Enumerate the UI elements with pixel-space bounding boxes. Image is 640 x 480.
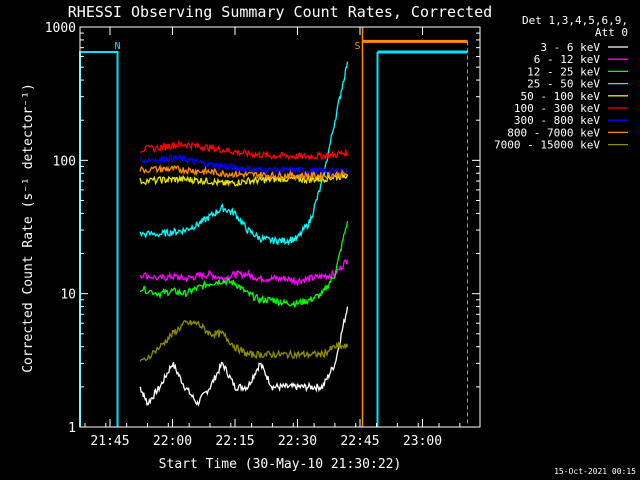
x-tick-label: 23:00 [403,434,442,449]
series-line [139,163,348,182]
timestamp: 15-Oct-2021 00:15 [554,467,636,476]
x-tick-label: 22:45 [340,434,379,449]
y-tick-label: 1000 [45,21,76,36]
series-line [139,171,349,188]
flag-label: S [354,41,360,52]
y-tick-label: 10 [60,288,76,303]
y-tick-label: 100 [53,154,76,169]
night-flag [79,50,119,427]
y-axis-label: Corrected Count Rate (s⁻¹ detector⁻¹) [21,83,36,373]
series-line [139,319,349,362]
plot-frame [79,26,481,428]
chart-title: RHESSI Observing Summary Count Rates, Co… [68,3,492,21]
legend-label: 800 - 7000 keV [507,126,600,139]
x-tick-label: 21:45 [90,434,129,449]
series-line [139,61,349,246]
x-tick-label: 22:00 [153,434,192,449]
legend-label: 3 - 6 keV [540,41,600,54]
legend-label: 7000 - 15000 keV [494,139,600,152]
legend-label: 300 - 800 keV [514,114,600,127]
series-line [139,259,349,287]
y-tick-label: 1 [68,421,76,436]
legend-label: 50 - 100 keV [521,90,601,103]
series-line [139,153,349,177]
x-tick-label: 22:30 [278,434,317,449]
series-line [139,140,349,161]
legend-header: Att 0 [595,26,628,39]
x-tick-label: 22:15 [215,434,254,449]
legend-label: 12 - 25 keV [527,65,600,78]
x-axis-label: Start Time (30-May-10 21:30:22) [159,457,402,472]
legend-header: Det 1,3,4,5,6,9, [522,14,628,27]
series-line [139,221,349,309]
legend-label: 25 - 50 keV [527,78,600,91]
axes: 1 10 100 1000 21:45 22:00 22:15 22:30 22:45 23:00 [45,21,481,449]
series-line [139,306,349,407]
flag-label: N [114,41,120,52]
legend-label: 6 - 12 keV [534,53,601,66]
legend-label: 100 - 300 keV [514,102,600,115]
